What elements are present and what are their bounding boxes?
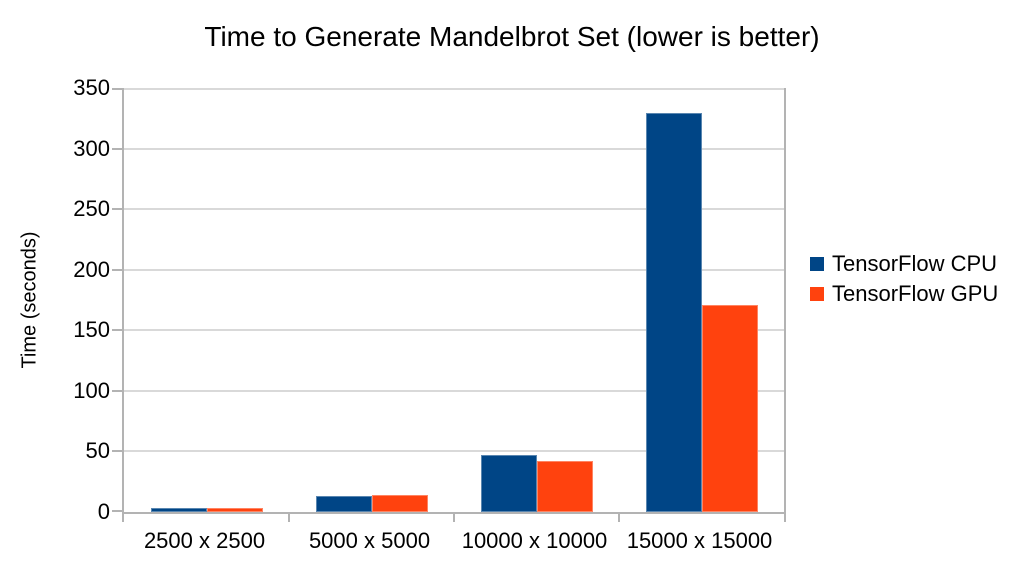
y-tick-label-300: 300 (73, 135, 110, 161)
legend: TensorFlow CPU TensorFlow GPU (810, 249, 998, 309)
gridline-350 (124, 88, 784, 90)
x-tick-0 (122, 512, 124, 522)
x-tick-1 (288, 512, 290, 522)
bar-tensorflow-gpu-5000-x-5000 (371, 495, 428, 512)
legend-swatch-tensorflow-gpu (810, 287, 824, 301)
y-tick-label-100: 100 (73, 377, 110, 403)
y-tick-50 (112, 450, 122, 453)
gridline-150 (124, 329, 784, 332)
y-tick-350 (112, 88, 122, 90)
y-tick-0 (112, 510, 122, 512)
bar-tensorflow-gpu-2500-x-2500 (206, 508, 263, 512)
y-tick-label-350: 350 (73, 75, 110, 100)
x-category-label-5000-x-5000: 5000 x 5000 (308, 528, 431, 553)
legend-item-tensorflow-cpu: TensorFlow CPU (810, 249, 998, 279)
y-tick-label-50: 50 (85, 438, 110, 464)
bar-tensorflow-cpu-10000-x-10000 (480, 455, 537, 512)
legend-item-tensorflow-gpu: TensorFlow GPU (810, 279, 998, 309)
bar-tensorflow-cpu-2500-x-2500 (150, 508, 207, 512)
x-tick-4 (784, 512, 786, 522)
gridline-50 (124, 450, 784, 453)
bar-tensorflow-cpu-5000-x-5000 (315, 496, 372, 512)
y-tick-300 (112, 147, 122, 150)
y-tick-150 (112, 329, 122, 332)
y-axis-title: Time (seconds) (18, 231, 41, 369)
y-tick-label-250: 250 (73, 196, 110, 222)
y-tick-250 (112, 208, 122, 211)
gridline-250 (124, 208, 784, 211)
plot-area (112, 88, 786, 522)
legend-label-tensorflow-cpu: TensorFlow CPU (832, 251, 998, 276)
gridline-100 (124, 389, 784, 392)
y-tick-label-200: 200 (73, 256, 110, 282)
x-tick-3 (618, 512, 620, 522)
x-category-label-15000-x-15000: 15000 x 15000 (626, 528, 773, 553)
y-tick-100 (112, 389, 122, 392)
gridline-200 (124, 268, 784, 271)
bar-tensorflow-gpu-10000-x-10000 (536, 461, 593, 512)
y-tick-200 (112, 268, 122, 271)
x-category-label-2500-x-2500: 2500 x 2500 (143, 528, 266, 553)
x-category-label-10000-x-10000: 10000 x 10000 (461, 528, 608, 553)
y-tick-label-150: 150 (73, 317, 110, 343)
legend-label-tensorflow-gpu: TensorFlow GPU (832, 281, 999, 306)
y-tick-label-0: 0 (97, 499, 110, 524)
bar-tensorflow-gpu-15000-x-15000 (701, 304, 758, 512)
gridline-300 (124, 147, 784, 150)
x-tick-2 (453, 512, 455, 522)
bar-tensorflow-cpu-15000-x-15000 (645, 113, 702, 512)
chart-title: Time to Generate Mandelbrot Set (lower i… (204, 21, 820, 52)
legend-swatch-tensorflow-cpu (810, 257, 824, 271)
